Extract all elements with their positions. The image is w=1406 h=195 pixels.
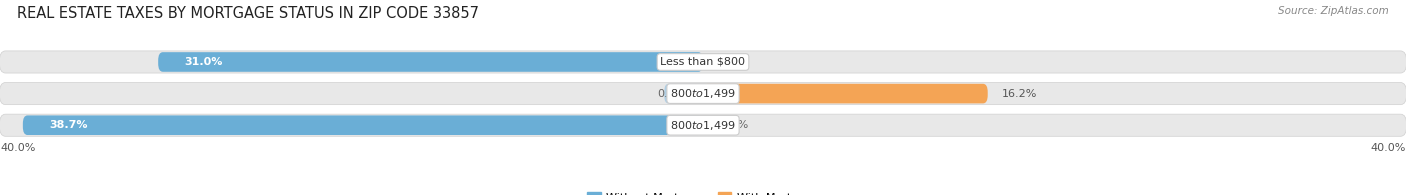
Text: 16.2%: 16.2% [1001, 89, 1038, 99]
Text: 40.0%: 40.0% [0, 143, 35, 153]
Text: 38.7%: 38.7% [49, 120, 87, 130]
Text: 0.0%: 0.0% [721, 120, 749, 130]
FancyBboxPatch shape [0, 51, 1406, 73]
Text: Less than $800: Less than $800 [661, 57, 745, 67]
Text: REAL ESTATE TAXES BY MORTGAGE STATUS IN ZIP CODE 33857: REAL ESTATE TAXES BY MORTGAGE STATUS IN … [17, 6, 479, 21]
Text: 0.0%: 0.0% [657, 89, 686, 99]
FancyBboxPatch shape [665, 84, 703, 103]
Text: 0.0%: 0.0% [721, 57, 749, 67]
Text: 40.0%: 40.0% [1371, 143, 1406, 153]
Text: $800 to $1,499: $800 to $1,499 [671, 119, 735, 132]
Text: Source: ZipAtlas.com: Source: ZipAtlas.com [1278, 6, 1389, 16]
FancyBboxPatch shape [22, 115, 703, 135]
Legend: Without Mortgage, With Mortgage: Without Mortgage, With Mortgage [582, 188, 824, 195]
Text: 31.0%: 31.0% [184, 57, 224, 67]
Text: $800 to $1,499: $800 to $1,499 [671, 87, 735, 100]
FancyBboxPatch shape [703, 84, 987, 103]
FancyBboxPatch shape [159, 52, 703, 72]
FancyBboxPatch shape [0, 114, 1406, 136]
FancyBboxPatch shape [0, 82, 1406, 105]
